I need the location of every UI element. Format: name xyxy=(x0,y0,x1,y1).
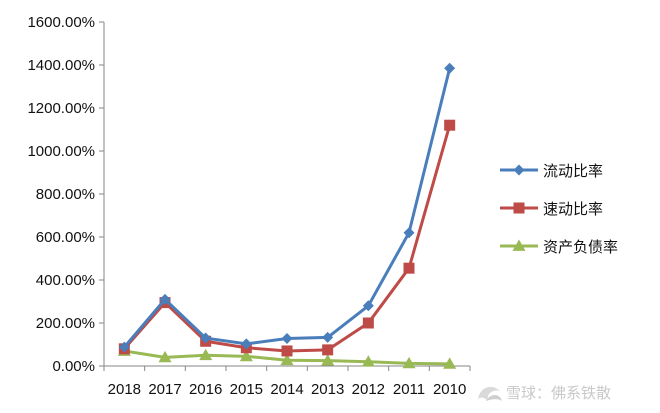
y-tick-label: 1600.00% xyxy=(27,14,95,31)
data-point xyxy=(322,344,334,356)
data-point xyxy=(362,317,374,329)
y-tick-label: 1400.00% xyxy=(27,57,95,74)
data-point xyxy=(403,262,415,274)
legend-swatch-marker xyxy=(513,164,525,176)
data-point xyxy=(402,356,416,369)
x-tick-labels: 2018 2017 2016 2015 2014 2013 2012 2011 2010 xyxy=(103,366,471,398)
data-point xyxy=(239,349,253,362)
x-tick-label: 2010 xyxy=(433,381,466,398)
y-tick-label: 600.00% xyxy=(36,229,95,246)
series-line xyxy=(123,124,452,353)
legend-swatch-marker xyxy=(513,202,525,214)
y-tick-label: 0.00% xyxy=(52,358,95,375)
x-tick-label: 2016 xyxy=(189,381,222,398)
watermark-text: 雪球：佛系铁散 xyxy=(506,384,611,402)
data-point xyxy=(444,119,456,131)
data-point xyxy=(322,331,334,343)
x-tick-label: 2018 xyxy=(108,381,141,398)
snowball-logo-icon xyxy=(478,386,502,401)
legend-label: 速动比率 xyxy=(543,200,603,218)
series-layer xyxy=(117,62,457,369)
watermark: 雪球：佛系铁散 xyxy=(478,384,611,402)
axes xyxy=(103,22,470,367)
data-point xyxy=(240,338,252,350)
x-tick-label: 2013 xyxy=(311,381,344,398)
legend-swatch-marker xyxy=(512,239,526,251)
legend-label: 资产负债率 xyxy=(543,238,618,256)
series-line xyxy=(123,67,452,349)
legend-label: 流动比率 xyxy=(543,162,603,180)
legend-item: 速动比率 xyxy=(500,200,603,218)
data-point xyxy=(361,355,375,367)
x-tick-label: 2017 xyxy=(148,381,181,398)
x-tick-label: 2014 xyxy=(270,381,303,398)
data-point xyxy=(281,345,293,357)
data-point xyxy=(443,357,457,369)
data-point xyxy=(444,62,456,74)
series-0 xyxy=(118,62,456,353)
data-point xyxy=(280,353,294,366)
x-tick-label: 2012 xyxy=(352,381,385,398)
y-tick-label: 800.00% xyxy=(36,186,95,203)
legend-item: 流动比率 xyxy=(500,162,603,180)
y-tick-label: 1200.00% xyxy=(27,100,95,117)
data-point xyxy=(281,332,293,344)
y-tick-labels: 0.00% 200.00% 400.00% 600.00% 800.00% 1000.00… xyxy=(27,14,104,375)
data-point xyxy=(118,341,130,353)
x-tick-label: 2011 xyxy=(393,381,425,398)
y-tick-label: 200.00% xyxy=(36,315,95,332)
data-point xyxy=(199,348,213,361)
data-point xyxy=(362,300,374,312)
data-point xyxy=(403,227,415,239)
legend-item: 资产负债率 xyxy=(500,238,618,256)
data-point xyxy=(321,354,335,366)
data-point xyxy=(200,332,212,344)
x-tick-label: 2015 xyxy=(230,381,263,398)
data-point xyxy=(158,350,172,363)
y-tick-label: 1000.00% xyxy=(27,143,95,160)
y-tick-label: 400.00% xyxy=(36,272,95,289)
data-point xyxy=(159,293,171,305)
